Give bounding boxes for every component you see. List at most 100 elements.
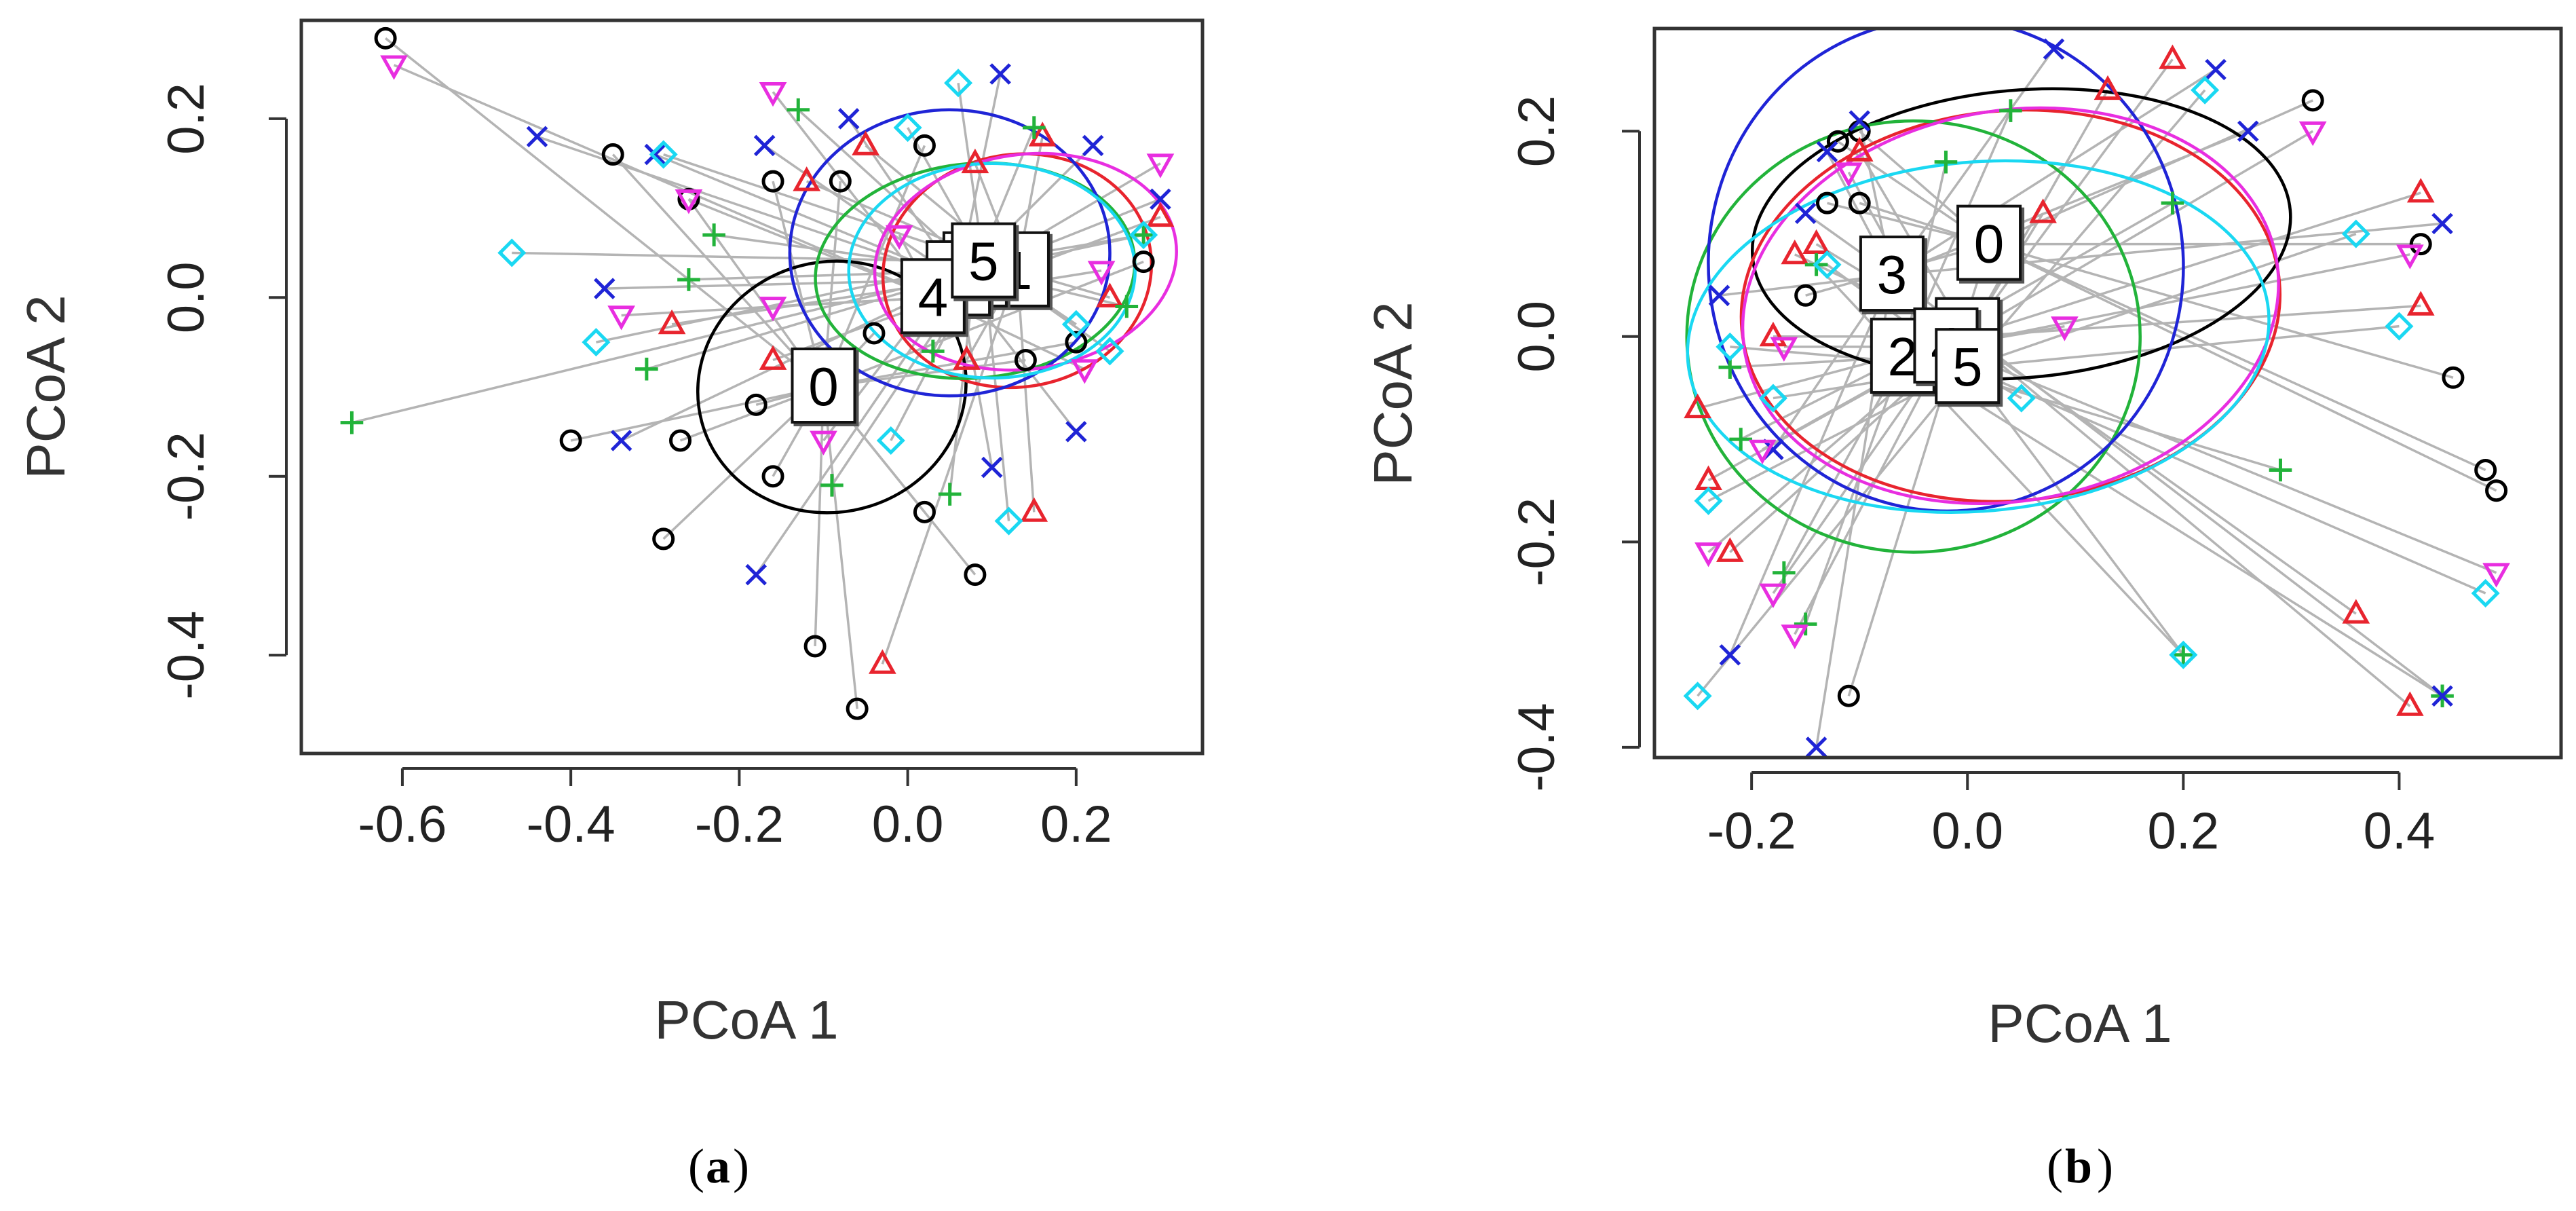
panel-b-group-1-point-8 (2406, 291, 2435, 316)
panel-b-centroid-label-3: 3 (1859, 236, 1925, 312)
panel-a-group-4-point-0 (380, 55, 408, 80)
panel-b-group-3-point-9 (1719, 644, 1741, 666)
panel-b-group-1-point-13 (1716, 537, 1744, 562)
panel-a-group-1-point-0 (658, 309, 686, 335)
panel-a-chart: 012345 -0.6 -0.4 -0.2 0.0 0.2 -0.4 -0.2 0.0 0.2… (16, 18, 1205, 1193)
panel-b-group-5-point-2 (2191, 75, 2220, 105)
panel-b-x-axis-title: PCoA 1 (1988, 993, 2172, 1054)
panel-a-group-0-segment-18 (822, 260, 1144, 388)
panel-b-y-tick-label-3: 0.2 (1508, 95, 1566, 167)
panel-a-x-tick-label-4: 0.2 (1040, 796, 1112, 853)
panel-b-group-1-point-5 (2159, 44, 2186, 69)
panel-a-group-5-point-8 (876, 426, 905, 455)
panel-a-group-3-point-4 (753, 134, 776, 157)
panel-a-group-3-point-2 (594, 278, 615, 299)
panel-b-group-4-point-4 (2395, 244, 2424, 269)
panel-b-centroid-label-5: 5 (1935, 328, 2001, 405)
panel-a-group-0-point-18 (1132, 250, 1155, 274)
panel-b-label-letter: b (2065, 1139, 2092, 1193)
panel-a-group-0-point-8 (1065, 331, 1088, 354)
panel-a-group-3-point-7 (1082, 134, 1104, 157)
panel-b-group-5-point-6 (2169, 640, 2198, 669)
panel-b-group-0-point-9 (2485, 479, 2508, 502)
panel-a-group-2-point-10 (922, 339, 945, 363)
panel-b-group-3-point-7 (1708, 284, 1730, 307)
panel-a-group-3-point-8 (1150, 188, 1171, 210)
panel-b-group-2-point-3 (2161, 191, 2184, 215)
panel-b-group-4-point-8 (1759, 583, 1787, 608)
panel-a-group-4-point-3 (759, 81, 787, 107)
svg-text:): ) (733, 1139, 749, 1193)
panel-b-group-4-segment-7 (1794, 346, 1947, 635)
panel-b-group-5-point-0 (1813, 250, 1842, 279)
panel-a-y-tick-label-3: 0.2 (157, 83, 215, 155)
panel-b-group-0-point-0 (1826, 130, 1849, 153)
panel-b-y-tick-label-1: -0.2 (1508, 498, 1566, 586)
panel-b-group-5-segment-2 (1966, 89, 2206, 369)
panel-a-group-5-ellipse (847, 162, 1137, 380)
panel-b-group-2-segment-5 (1901, 356, 2184, 656)
panel-a-group-1-point-3 (961, 148, 989, 174)
panel-b-group-5-segment-6 (1966, 367, 2184, 656)
panel-b-group-0-point-5 (2301, 89, 2324, 112)
panel-b-group-0-segment-9 (1988, 243, 2497, 492)
panel-b-ellipse-layer (1685, 29, 2292, 554)
panel-b-group-0-point-10 (1837, 684, 1860, 707)
panel-a-group-5-point-4 (944, 69, 973, 98)
panel-a-x-tick-label-1: -0.4 (527, 796, 615, 853)
panel-a-group-1-point-4 (1028, 122, 1057, 147)
panel-b-group-3-point-5 (2237, 120, 2259, 143)
panel-b-group-4-point-5 (1748, 439, 1777, 465)
panel-b-x-tick-label-0: -0.2 (1707, 802, 1796, 860)
panel-a-y-axis: -0.4 -0.2 0.0 0.2 (157, 83, 288, 700)
panel-a-group-3-ellipse (788, 108, 1112, 398)
panel-b-x-axis: -0.2 0.0 0.2 0.4 (1707, 771, 2435, 860)
panel-b-group-4-segment-3 (1945, 130, 2314, 348)
panel-a-group-4-point-1 (607, 305, 635, 331)
panel-b-group-5-point-1 (2007, 384, 2036, 413)
panel-b-point-layer (1683, 38, 2510, 758)
panel-b-group-5-point-4 (2385, 312, 2414, 341)
panel-a-centroid-label-0: 0 (791, 348, 856, 424)
panel-b-group-2-point-9 (1773, 561, 1796, 584)
panel-b-group-1-point-7 (2406, 178, 2435, 203)
panel-b-group-4-point-6 (1694, 542, 1722, 567)
panel-a-group-2-point-9 (938, 483, 962, 506)
panel-b-group-4-point-9 (2482, 563, 2510, 588)
panel-b-y-tick-label-2: 0.0 (1508, 301, 1566, 373)
panel-b-group-4-point-1 (1770, 337, 1798, 362)
svg-text:(: ( (688, 1139, 704, 1193)
panel-a-centroid-label-text-4: 4 (918, 267, 949, 327)
panel-a-x-tick-label-2: -0.2 (695, 796, 784, 853)
panel-a-group-1-point-8 (1020, 497, 1048, 522)
panel-b-centroid-layer: 012345 (1859, 204, 2022, 405)
panel-b-group-5-point-8 (1694, 486, 1723, 515)
panel-a-label: ( a ) (688, 1139, 749, 1193)
panel-a-group-3-point-5 (837, 108, 860, 130)
panel-b-group-1-segment-8 (1967, 304, 2421, 338)
panel-a-group-0-point-12 (761, 465, 784, 488)
panel-b-group-5-segment-3 (1967, 232, 2357, 369)
panel-a-group-0-point-0 (374, 26, 397, 50)
panel-b-group-4-point-0 (1834, 162, 1863, 187)
panel-b-group-5-segment-5 (1967, 366, 2486, 595)
panel-a-group-1-ellipse (881, 152, 1154, 390)
panel-b-group-3-segment-5 (1891, 130, 2249, 276)
panel-b-group-1-segment-7 (1967, 191, 2421, 338)
panel-a-group-4-point-2 (675, 189, 703, 215)
panel-b-group-1-ellipse (1739, 108, 2282, 504)
panel-a-x-tick-label-0: -0.6 (358, 796, 447, 853)
panel-b-group-0-point-6 (2409, 233, 2432, 256)
svg-text:(: ( (2047, 1139, 2063, 1193)
panel-a-group-4-point-9 (1070, 359, 1099, 384)
panel-b-group-5-ellipse (1686, 159, 2271, 514)
panel-a-group-5-point-6 (1095, 337, 1124, 366)
panel-b-group-5-point-7 (1716, 332, 1745, 361)
panel-b-centroid-label-text-2: 2 (1888, 327, 1918, 387)
panel-a-ellipse-layer (696, 108, 1178, 515)
panel-a-group-1-point-2 (852, 130, 879, 155)
panel-b-group-1-segment-5 (1966, 58, 2174, 337)
panel-a-group-4-point-5 (759, 297, 787, 322)
panel-a-centroid-label-text-0: 0 (808, 356, 839, 417)
panel-a-group-0-point-11 (744, 393, 768, 416)
